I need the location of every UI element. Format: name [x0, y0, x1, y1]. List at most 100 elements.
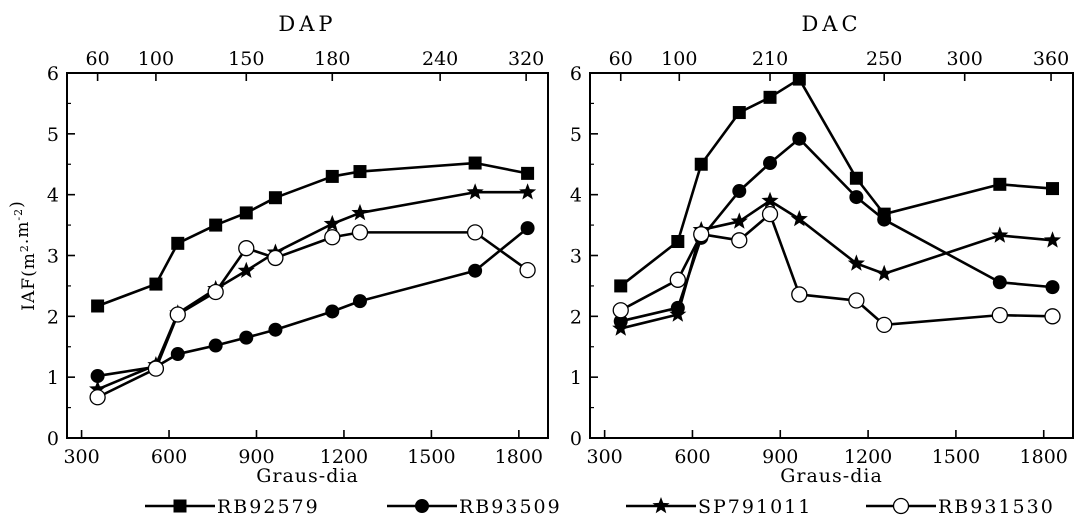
data-point-sp791011 — [669, 305, 687, 322]
data-point-rb931530 — [238, 240, 255, 257]
data-point-rb92579 — [268, 191, 282, 205]
data-point-rb93509 — [992, 275, 1007, 290]
data-point-rb931530 — [731, 232, 748, 249]
data-point-sp791011 — [323, 214, 341, 232]
top-tick-label: 60 — [609, 48, 633, 70]
y-tick-label: 2 — [47, 306, 59, 328]
top-tick-label: 150 — [228, 48, 264, 70]
legend-item-rb931530: RB931530 — [866, 496, 1053, 518]
data-point-rb93509 — [849, 190, 864, 205]
x-tick-label: 900 — [762, 446, 798, 468]
legend-marker-rb93509 — [415, 499, 429, 513]
data-point-sp791011 — [991, 226, 1009, 243]
data-point-rb93509 — [732, 184, 747, 199]
data-point-rb931530 — [89, 389, 106, 406]
y-axis-label-part: ) — [7, 200, 27, 208]
top-axis-title: DAP — [278, 12, 336, 36]
y-axis-label: IAF(m2.m-2) — [7, 200, 39, 310]
data-point-rb93509 — [352, 294, 367, 309]
data-point-sp791011 — [612, 319, 630, 336]
data-point-rb93509 — [170, 347, 185, 362]
data-point-rb92579 — [239, 206, 253, 220]
data-point-sp791011 — [847, 254, 865, 271]
data-point-rb92579 — [694, 157, 708, 171]
data-point-rb931530 — [267, 249, 284, 267]
x-tick-label: 600 — [151, 446, 187, 468]
data-point-rb93509 — [763, 156, 778, 171]
data-point-sp791011 — [519, 183, 537, 200]
x-tick-label: 300 — [63, 446, 99, 468]
data-point-rb92579 — [171, 236, 185, 250]
series-rb92579 — [91, 156, 535, 313]
legend-label: RB93509 — [459, 496, 562, 518]
data-point-rb93509 — [468, 263, 483, 278]
data-point-rb93509 — [268, 322, 283, 337]
y-axis-label-superscript: 2 — [18, 244, 31, 252]
y-tick-label: 3 — [570, 246, 582, 268]
series-line-rb93509 — [97, 227, 529, 378]
data-point-rb931530 — [207, 283, 224, 301]
data-point-rb92579 — [1046, 182, 1060, 196]
series-line-rb93509 — [620, 137, 1053, 323]
data-point-rb92579 — [91, 299, 105, 313]
data-point-rb93509 — [1045, 280, 1060, 295]
x-tick-label: 600 — [674, 446, 710, 468]
data-point-rb931530 — [669, 271, 686, 288]
x-tick-label: 300 — [587, 446, 623, 468]
data-point-sp791011 — [351, 203, 369, 221]
data-point-rb93509 — [325, 304, 340, 319]
legend-item-rb93509: RB93509 — [387, 496, 562, 518]
top-tick-label: 100 — [661, 48, 697, 70]
legend-label: RB92579 — [217, 496, 320, 518]
top-tick-label: 360 — [1033, 48, 1069, 70]
x-tick-label: 1200 — [844, 446, 892, 468]
data-point-rb92579 — [732, 106, 746, 120]
data-point-rb92579 — [149, 277, 163, 291]
data-point-rb92579 — [209, 218, 223, 232]
data-point-sp791011 — [237, 261, 255, 278]
data-point-rb931530 — [519, 261, 536, 279]
data-point-rb931530 — [848, 292, 865, 309]
data-point-rb92579 — [521, 166, 535, 180]
data-point-sp791011 — [89, 380, 107, 397]
data-point-rb931530 — [324, 229, 341, 246]
chart-panel-dac: 300 600 900 1200 1500 1800 0 1 2 3 4 5 6 60 100 210 250 3… — [570, 12, 1074, 487]
data-point-rb93509 — [877, 212, 892, 227]
top-axis-title: DAC — [801, 12, 861, 36]
data-point-sp791011 — [730, 212, 748, 229]
data-point-rb92579 — [671, 235, 685, 249]
legend-marker-sp791011 — [652, 497, 670, 514]
y-tick-label: 5 — [570, 124, 582, 146]
series-line-rb931530 — [620, 212, 1053, 327]
data-point-rb931530 — [991, 306, 1008, 324]
data-point-rb93509 — [208, 338, 223, 353]
top-tick-label: 180 — [314, 48, 350, 70]
data-point-rb93509 — [520, 221, 535, 236]
y-axis-label-part: .m — [13, 221, 33, 245]
y-tick-label: 6 — [47, 63, 59, 85]
data-point-rb93509 — [90, 368, 105, 383]
data-point-rb931530 — [466, 224, 484, 241]
series-line-rb931530 — [97, 231, 529, 399]
data-point-rb93509 — [792, 131, 807, 146]
data-point-rb92579 — [763, 90, 777, 104]
y-tick-label: 3 — [47, 246, 59, 268]
y-tick-label: 4 — [570, 185, 582, 207]
y-tick-label: 2 — [570, 306, 582, 328]
top-tick-label: 210 — [752, 48, 788, 70]
series-rb92579 — [614, 72, 1060, 293]
chart-panel-dap: 300 600 900 1200 1500 1800 0 1 2 3 4 5 6 60 100 150 180 2… — [7, 12, 549, 487]
x-tick-label: 1200 — [320, 446, 368, 468]
series-line-sp791011 — [620, 199, 1053, 330]
top-tick-label: 320 — [508, 48, 544, 70]
x-tick-label: 900 — [238, 446, 274, 468]
data-point-rb92579 — [614, 279, 628, 293]
data-point-rb931530 — [1044, 308, 1061, 325]
y-tick-label: 1 — [570, 367, 582, 389]
x-tick-label: 1500 — [932, 446, 980, 468]
data-point-sp791011 — [466, 183, 484, 200]
data-point-sp791011 — [1043, 231, 1062, 248]
legend-item-sp791011: SP791011 — [626, 496, 810, 518]
data-point-rb931530 — [169, 306, 186, 323]
